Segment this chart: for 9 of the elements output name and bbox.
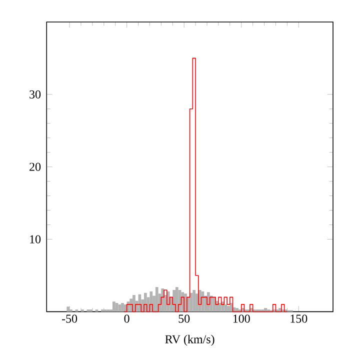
y-tick-label: 10 — [30, 235, 41, 244]
y-tick-label: 30 — [30, 90, 41, 98]
x-tick-label: -50 — [62, 314, 78, 323]
x-tick-label: 100 — [233, 314, 250, 323]
x-tick-label: 50 — [178, 314, 190, 323]
x-tick-label: 150 — [290, 314, 308, 323]
x-axis-title: RV (km/s) — [165, 334, 214, 346]
x-tick-label: 0 — [124, 314, 130, 323]
y-tick-label: 20 — [30, 162, 41, 171]
